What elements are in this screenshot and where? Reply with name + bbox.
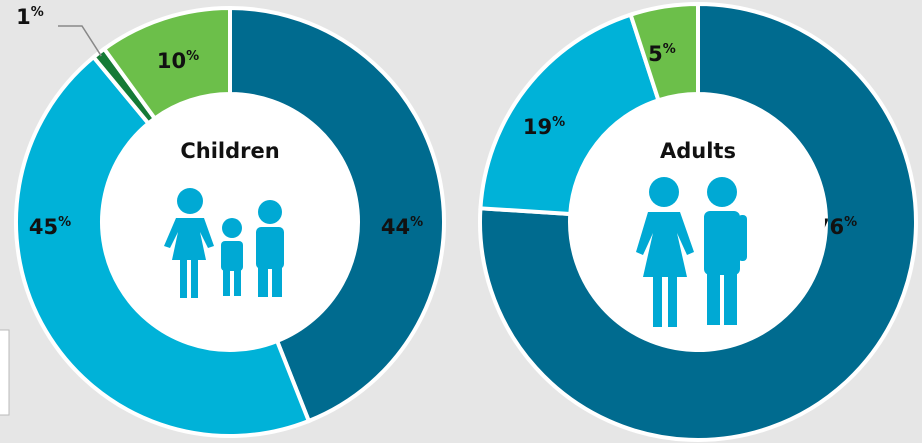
slice [478, 1, 918, 442]
value-label: 44% [381, 215, 423, 240]
slice [228, 5, 446, 424]
slice [101, 5, 232, 122]
slice [14, 54, 312, 438]
value-label: 45% [29, 215, 71, 240]
chart-title: Adults [660, 139, 736, 163]
value-label: 10% [157, 49, 199, 74]
leader-line [58, 25, 102, 57]
value-label: 1% [16, 5, 44, 30]
family-icon [164, 188, 284, 298]
couple-icon [636, 177, 747, 327]
legend-box [0, 329, 10, 416]
value-label: 5% [648, 42, 676, 67]
chart-title: Children [180, 139, 279, 163]
slice [628, 1, 700, 103]
slice [478, 12, 661, 217]
donut-hole [571, 95, 825, 349]
value-label: 19% [523, 115, 565, 140]
